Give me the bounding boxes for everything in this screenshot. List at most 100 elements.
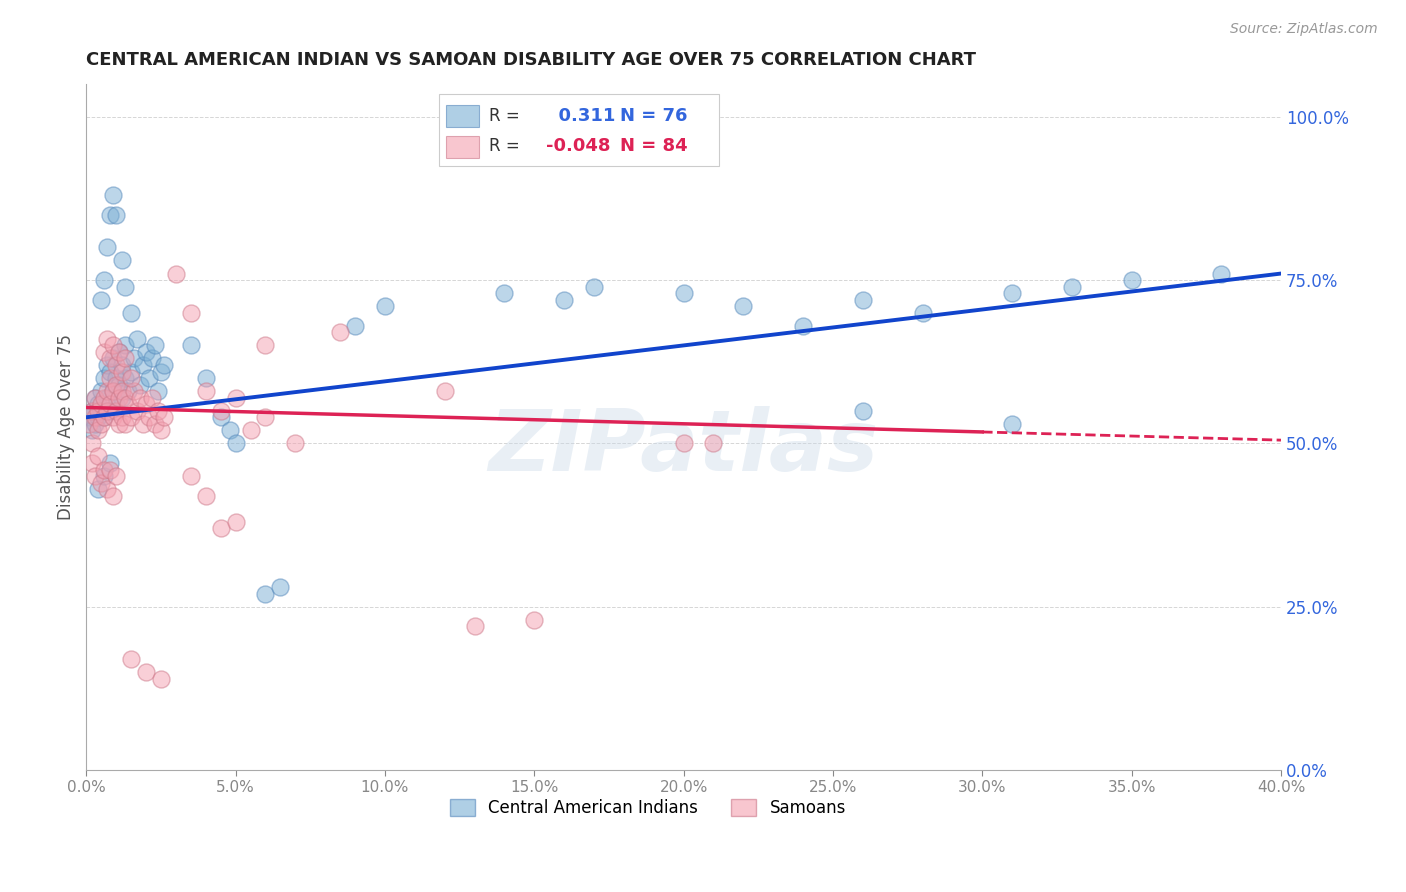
Point — [96, 240, 118, 254]
Point — [464, 619, 486, 633]
Point — [111, 384, 134, 398]
Point — [98, 351, 121, 366]
Point — [553, 293, 575, 307]
Point — [114, 338, 136, 352]
Point — [1121, 273, 1143, 287]
Point — [165, 267, 187, 281]
Point — [90, 403, 112, 417]
Text: -0.048: -0.048 — [547, 136, 610, 155]
Point — [852, 293, 875, 307]
Point — [98, 456, 121, 470]
Point — [1060, 279, 1083, 293]
Point — [90, 397, 112, 411]
Point — [90, 475, 112, 490]
FancyBboxPatch shape — [446, 104, 479, 128]
Point — [87, 410, 110, 425]
Point — [114, 391, 136, 405]
Point — [117, 384, 139, 398]
Point — [218, 423, 240, 437]
Point — [98, 365, 121, 379]
Point — [792, 318, 814, 333]
Point — [1211, 267, 1233, 281]
Point — [254, 410, 277, 425]
FancyBboxPatch shape — [439, 95, 720, 167]
Point — [120, 652, 142, 666]
Point — [433, 384, 456, 398]
Point — [138, 410, 160, 425]
Point — [82, 403, 104, 417]
Point — [90, 417, 112, 431]
Point — [96, 482, 118, 496]
Point — [114, 351, 136, 366]
Point — [122, 384, 145, 398]
Point — [108, 377, 131, 392]
Point — [114, 371, 136, 385]
Point — [209, 410, 232, 425]
Point — [153, 410, 176, 425]
Legend: Central American Indians, Samoans: Central American Indians, Samoans — [443, 792, 852, 823]
Point — [96, 403, 118, 417]
Point — [98, 371, 121, 385]
Point — [87, 482, 110, 496]
Point — [135, 665, 157, 679]
Point — [135, 345, 157, 359]
Point — [93, 371, 115, 385]
Point — [90, 384, 112, 398]
Point — [523, 613, 546, 627]
Point — [149, 365, 172, 379]
Point — [108, 417, 131, 431]
Point — [90, 293, 112, 307]
Point — [1001, 286, 1024, 301]
Point — [101, 188, 124, 202]
Point — [82, 403, 104, 417]
Point — [733, 299, 755, 313]
Point — [132, 417, 155, 431]
Point — [93, 391, 115, 405]
Point — [494, 286, 516, 301]
Point — [101, 489, 124, 503]
Point — [101, 384, 124, 398]
Point — [225, 391, 247, 405]
Point — [582, 279, 605, 293]
Point — [87, 450, 110, 464]
Point — [98, 208, 121, 222]
Point — [374, 299, 396, 313]
Point — [108, 345, 131, 359]
Point — [194, 371, 217, 385]
Point — [122, 351, 145, 366]
Y-axis label: Disability Age Over 75: Disability Age Over 75 — [58, 334, 75, 520]
Point — [149, 423, 172, 437]
Point — [180, 338, 202, 352]
Point — [82, 456, 104, 470]
Point — [96, 391, 118, 405]
Point — [108, 345, 131, 359]
Point — [254, 338, 277, 352]
Point — [87, 403, 110, 417]
Point — [143, 417, 166, 431]
Point — [209, 403, 232, 417]
Point — [101, 384, 124, 398]
Point — [105, 208, 128, 222]
Point — [672, 436, 695, 450]
Point — [96, 332, 118, 346]
Point — [254, 587, 277, 601]
Point — [111, 391, 134, 405]
FancyBboxPatch shape — [446, 136, 479, 158]
Point — [329, 326, 352, 340]
Point — [96, 384, 118, 398]
Point — [194, 489, 217, 503]
Point — [143, 338, 166, 352]
Point — [114, 279, 136, 293]
Point — [672, 286, 695, 301]
Point — [98, 462, 121, 476]
Point — [141, 351, 163, 366]
Point — [209, 521, 232, 535]
Point — [344, 318, 367, 333]
Point — [120, 410, 142, 425]
Point — [852, 403, 875, 417]
Point — [284, 436, 307, 450]
Point — [149, 672, 172, 686]
Point — [105, 371, 128, 385]
Point — [111, 253, 134, 268]
Point — [194, 384, 217, 398]
